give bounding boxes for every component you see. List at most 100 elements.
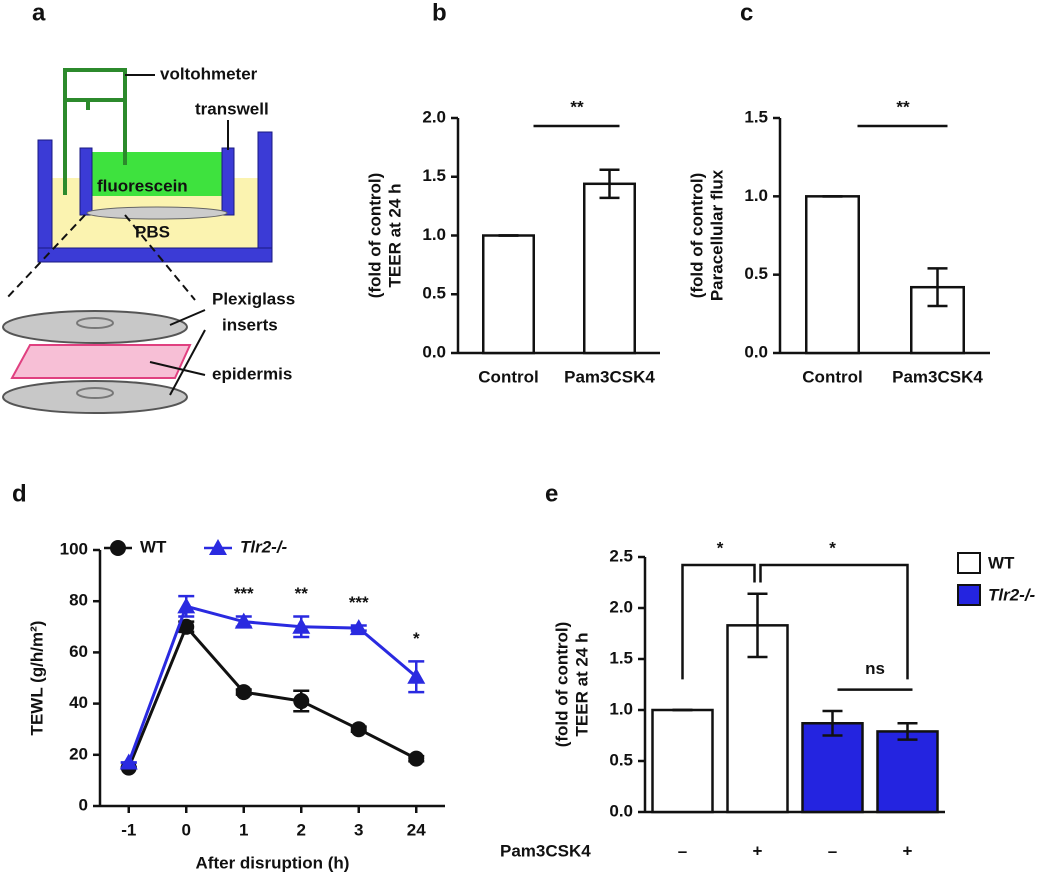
transwell-wall <box>79 147 93 216</box>
bar <box>805 195 860 355</box>
x-tick-label: 1 <box>239 820 248 839</box>
x-tick-label: – <box>678 841 687 860</box>
y-axis-label: (fold of control) <box>552 622 571 748</box>
bar <box>876 730 939 814</box>
point <box>293 693 310 710</box>
bracket <box>759 563 909 680</box>
x-axis-label: After disruption (h) <box>196 853 350 872</box>
y-tick-label: 20 <box>69 744 88 763</box>
x-tick-label: 0 <box>182 820 191 839</box>
annotation: ** <box>570 97 584 116</box>
outer-base <box>37 247 273 263</box>
x-tick-label: + <box>903 841 913 860</box>
y-tick-label: 0 <box>79 795 88 814</box>
dashed <box>4 214 86 301</box>
insert <box>76 317 114 329</box>
diagram-label: voltohmeter <box>160 64 258 83</box>
y-axis-label: Paracellular flux <box>707 169 726 301</box>
y-tick-label: 100 <box>60 539 88 558</box>
wire <box>63 68 127 195</box>
diagram-label: fluorescein <box>97 176 188 195</box>
x-tick-label: -1 <box>121 820 136 839</box>
fluorescein-fill <box>92 152 222 196</box>
transwell-wall <box>221 147 235 216</box>
annotation: * <box>829 538 836 557</box>
diagram-label: inserts <box>222 315 278 334</box>
y-axis-label: TEWL (g/h/m²) <box>27 621 46 736</box>
y-tick-label: 1.0 <box>609 699 633 718</box>
y-tick-label: 1.0 <box>744 186 768 205</box>
point <box>177 597 196 614</box>
y-tick-label: 40 <box>69 693 88 712</box>
bar <box>651 708 714 814</box>
panel-label: b <box>432 0 447 26</box>
annotation: *** <box>349 593 369 612</box>
y-tick-label: 0.5 <box>609 750 633 769</box>
y-tick-label: 0.5 <box>422 284 446 303</box>
panel-label: c <box>740 0 753 26</box>
point <box>119 753 138 770</box>
diagram-label: transwell <box>195 99 269 118</box>
x-tick-label: 3 <box>354 820 363 839</box>
legend-swatch <box>957 552 981 574</box>
y-axis-label: TEER at 24 h <box>572 633 591 737</box>
pointer <box>169 329 206 396</box>
x-tick-label: Control <box>802 367 862 386</box>
diagram-label: Plexiglass <box>212 289 295 308</box>
point <box>350 721 367 738</box>
legend-label: Tlr2-/- <box>988 585 1036 604</box>
annotation: * <box>413 629 420 648</box>
dashed <box>124 214 196 301</box>
legend-label: WT <box>140 537 167 556</box>
y-tick-label: 60 <box>69 642 88 661</box>
diagram: a voltohmeter transwell fluorescein PBS … <box>2 0 295 414</box>
annotation: ** <box>896 97 910 116</box>
x-tick-label: 24 <box>407 820 426 839</box>
y-tick-label: 1.5 <box>609 648 633 667</box>
panel-label: e <box>545 480 558 507</box>
epidermis-shape <box>10 344 192 379</box>
point <box>234 612 253 629</box>
legend-label: Tlr2-/- <box>240 537 288 556</box>
y-tick-label: 1.0 <box>422 225 446 244</box>
panel-label: d <box>12 480 27 507</box>
diagram-label: PBS <box>135 222 170 241</box>
annotation: * <box>717 538 724 557</box>
point <box>235 684 252 701</box>
legend-label: WT <box>988 553 1015 572</box>
x-tick-label: Control <box>478 367 538 386</box>
legend-swatch <box>957 584 981 606</box>
point <box>292 617 311 634</box>
y-tick-label: 0.5 <box>744 264 768 283</box>
point <box>408 750 425 767</box>
y-axis-label: TEER at 24 h <box>385 184 404 288</box>
panel-label: a <box>32 0 46 26</box>
bar <box>583 182 636 355</box>
y-tick-label: 2.5 <box>609 546 633 565</box>
line <box>127 604 418 763</box>
legend-marker <box>209 539 227 555</box>
pointer <box>169 309 206 326</box>
annotation: *** <box>234 584 254 603</box>
outer-wall <box>37 139 53 263</box>
y-tick-label: 0.0 <box>422 342 446 361</box>
y-tick-label: 2.0 <box>609 597 633 616</box>
y-tick-label: 2.0 <box>422 107 446 126</box>
point <box>178 618 195 635</box>
x-tick-label: + <box>753 841 763 860</box>
row-label: Pam3CSK4 <box>500 841 591 860</box>
pointer <box>149 361 206 376</box>
annotation: ns <box>865 659 885 678</box>
y-tick-label: 1.5 <box>422 166 446 185</box>
legend-marker <box>110 540 126 556</box>
y-tick-label: 0.0 <box>744 342 768 361</box>
point <box>407 667 426 684</box>
diagram-label: epidermis <box>212 364 292 383</box>
y-axis-label: (fold of control) <box>687 173 706 299</box>
point <box>349 619 368 636</box>
y-axis-label: (fold of control) <box>365 173 384 299</box>
bar <box>482 234 535 355</box>
y-tick-label: 80 <box>69 591 88 610</box>
insert <box>86 206 228 220</box>
